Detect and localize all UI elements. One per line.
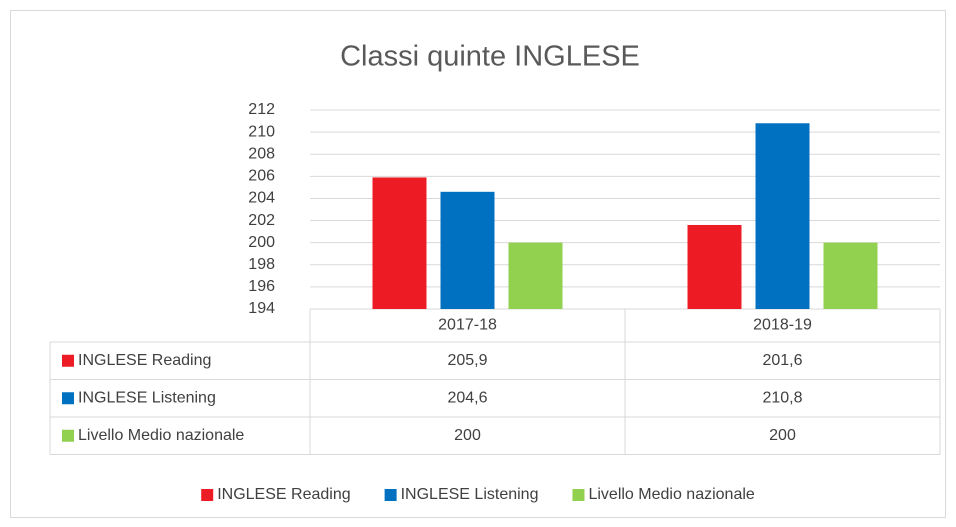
y-tick-label: 196: [248, 278, 275, 295]
legend-key: [384, 489, 397, 501]
table-value: 204,6: [447, 389, 487, 406]
y-tick-label: 212: [248, 101, 275, 118]
y-tick-label: 206: [248, 168, 275, 185]
legend-key: [201, 489, 214, 501]
table-legend-key: [62, 429, 74, 442]
bar: [440, 191, 495, 309]
y-tick-label: 200: [248, 234, 275, 251]
legend-label: Livello Medio nazionale: [588, 486, 754, 503]
y-tick-label: 204: [248, 190, 275, 207]
table-value: 201,6: [762, 352, 802, 369]
table-value: 205,9: [447, 352, 487, 369]
table-row-label: Livello Medio nazionale: [78, 427, 244, 444]
bar: [755, 123, 810, 310]
table-value: 210,8: [762, 389, 802, 406]
y-tick-label: 210: [248, 123, 275, 140]
legend-label: INGLESE Listening: [401, 486, 539, 503]
legend-key: [572, 489, 585, 501]
bar: [823, 242, 878, 309]
x-tick-label: 2018-19: [753, 317, 812, 334]
y-tick-label: 194: [248, 300, 275, 317]
table-value: 200: [769, 427, 796, 444]
table-value: 200: [454, 427, 481, 444]
y-tick-label: 198: [248, 256, 275, 273]
legend-label: INGLESE Reading: [217, 486, 350, 503]
table-row-label: INGLESE Reading: [78, 352, 211, 369]
bar: [372, 177, 427, 309]
table-legend-key: [62, 392, 74, 405]
table-row-label: INGLESE Listening: [78, 389, 216, 406]
chart-title: Classi quinte INGLESE: [340, 41, 640, 73]
x-tick-label: 2017-18: [438, 317, 497, 334]
y-tick-label: 208: [248, 145, 275, 162]
bar: [508, 242, 563, 309]
y-tick-label: 202: [248, 212, 275, 229]
table-legend-key: [62, 354, 74, 367]
bar: [687, 224, 742, 309]
